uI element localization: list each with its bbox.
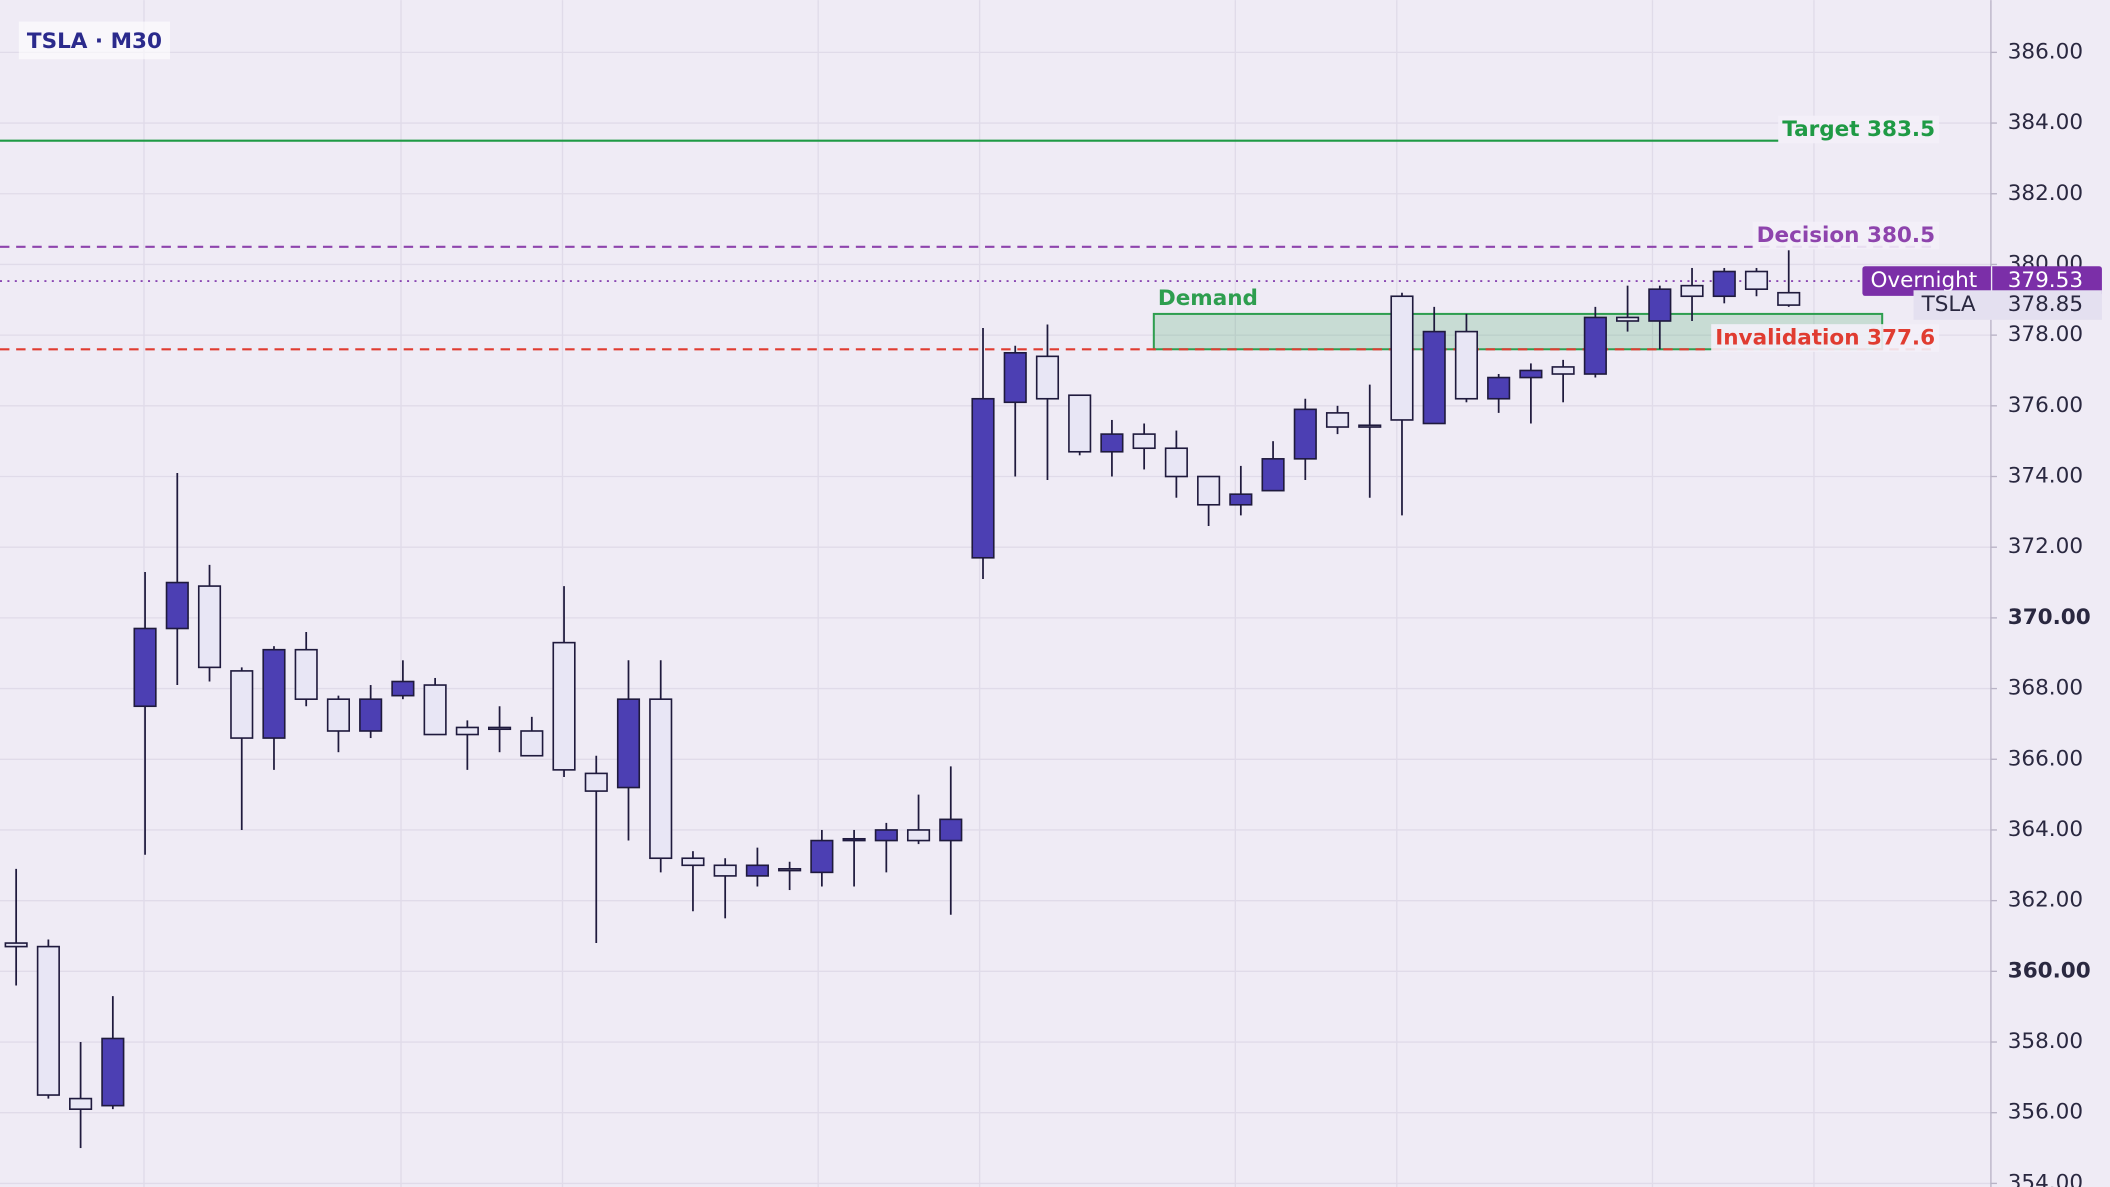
candle-body [1390,295,1414,421]
y-tick-label: 366.00 [2008,746,2083,771]
candle-body [1325,412,1350,428]
y-tick-label: 370.00 [2008,605,2091,630]
y-tick-label: 376.00 [2008,393,2083,418]
y-tick-label: 356.00 [2008,1100,2083,1125]
last-label: TSLA [1921,292,1976,317]
candle-body [1712,270,1736,298]
candle-body [1648,288,1672,322]
candle-body [745,864,769,877]
candle-body [584,772,608,792]
last-price: 378.85 [2008,292,2083,317]
candle-body [1068,394,1092,453]
candle-body [1229,493,1253,506]
candle-body [1616,316,1640,322]
candle-body [36,945,60,1096]
candle-body [262,648,286,739]
candle-body [230,670,254,739]
candle-body [681,857,705,867]
candle-body [874,829,898,842]
overnight-badge [1862,266,2102,296]
candle-body [939,818,963,842]
candle-body [69,1097,93,1110]
candle-body [971,397,995,559]
x-grid [143,0,1815,1187]
candle-body [1293,408,1317,460]
candle-body [1454,330,1479,400]
candle-body [4,942,28,948]
candle-body [197,585,222,669]
candle-body [1744,270,1769,290]
candle-body [906,829,931,842]
y-tick-label: 382.00 [2008,181,2083,206]
level-label: Target 383.5 [1782,117,1935,142]
candle-body [1197,475,1221,506]
last-badge [1913,290,2102,320]
candle-body [649,698,673,860]
candle-body [165,581,189,630]
candle-body [359,698,383,732]
candle-body [294,648,318,700]
candle-body [1358,424,1382,428]
candle-body [101,1037,125,1107]
candle-body [1583,316,1607,375]
candle-body [1422,330,1446,425]
candle-body [326,698,351,732]
y-tick-label: 386.00 [2008,39,2083,64]
candle-body [488,726,512,731]
candle-body [713,864,737,877]
candle-body [1551,366,1575,375]
y-tick-label: 354.00 [2008,1170,2083,1187]
candle-body [810,839,834,874]
y-tick-label: 358.00 [2008,1029,2083,1054]
y-tick-label: 384.00 [2008,110,2083,135]
title-bg [18,21,171,60]
candle-body [391,680,415,697]
candle-body [1003,351,1027,404]
candle-body [133,627,157,708]
zone-label: Demand [1158,286,1258,311]
candle-body [1100,433,1124,453]
candle-body [552,641,576,771]
y-tick-label: 372.00 [2008,534,2083,559]
level-label-bg [1752,221,1940,250]
candle-body [1132,433,1156,450]
y-tick-label: 364.00 [2008,817,2083,842]
y-tick-label: 360.00 [2008,958,2091,983]
y-tick-label: 374.00 [2008,464,2083,489]
candle-body [1777,291,1801,306]
overnight-label: Overnight [1870,268,1977,293]
y-tick-label: 378.00 [2008,322,2083,347]
candle-body [520,730,544,757]
candle-body [1487,376,1511,400]
candle-body [778,868,802,872]
candle-body [1164,447,1188,478]
candle-body [616,698,641,789]
y-tick-label: 368.00 [2008,676,2083,701]
level-label-bg [1778,115,1940,144]
level-label-bg [1711,324,1940,352]
candle-body [1680,284,1704,298]
candle-body [1519,369,1543,379]
candle-body [455,726,479,736]
y-tick-label: 362.00 [2008,888,2083,913]
candle-body [842,837,866,842]
level-label: Decision 380.5 [1757,223,1935,248]
overnight-price: 379.53 [2008,268,2083,293]
candle-body [1035,355,1060,400]
chart-title: TSLA · M30 [27,29,162,54]
level-label: Invalidation 377.6 [1715,326,1935,351]
candle-body [423,684,447,736]
candle-body [1261,458,1285,492]
